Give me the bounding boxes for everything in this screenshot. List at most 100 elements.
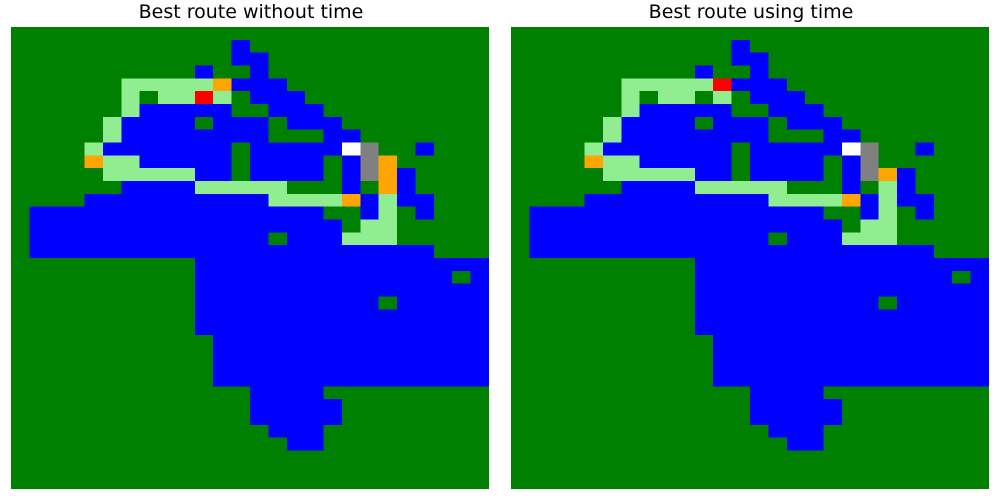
water-cell: [860, 206, 880, 221]
land-cell: [897, 463, 917, 477]
land-cell: [878, 424, 898, 439]
land-cell: [286, 463, 306, 477]
land-cell: [29, 78, 49, 92]
water-cell: [341, 296, 361, 310]
land-cell: [841, 91, 861, 105]
water-cell: [566, 245, 586, 259]
water-cell: [805, 283, 825, 298]
land-cell: [970, 104, 989, 118]
water-cell: [47, 219, 67, 233]
water-cell: [547, 219, 567, 233]
water-cell: [676, 245, 696, 259]
water-cell: [805, 142, 825, 156]
water-cell: [805, 424, 825, 439]
land-cell: [397, 412, 417, 426]
land-cell: [121, 39, 141, 54]
land-cell: [158, 437, 178, 452]
land-cell: [47, 283, 67, 298]
land-cell: [378, 116, 398, 131]
land-cell: [731, 476, 751, 489]
land-cell: [511, 116, 530, 131]
water-cell: [102, 206, 122, 221]
land-cell: [602, 296, 622, 310]
land-cell: [29, 155, 49, 169]
land-cell: [286, 27, 306, 41]
water-cell: [602, 232, 622, 246]
land-cell: [915, 168, 935, 182]
water-cell: [584, 193, 604, 208]
land-cell: [250, 437, 269, 452]
route-cell: [121, 78, 141, 92]
land-cell: [952, 386, 972, 400]
land-cell: [566, 412, 586, 426]
land-cell: [658, 373, 678, 387]
land-cell: [602, 424, 622, 439]
route-cell: [231, 181, 251, 195]
water-cell: [139, 129, 159, 144]
land-cell: [823, 104, 843, 118]
water-cell: [139, 245, 159, 259]
water-cell: [952, 296, 972, 310]
land-cell: [29, 322, 49, 336]
land-cell: [397, 78, 417, 92]
route-cell: [158, 91, 178, 105]
water-cell: [139, 155, 159, 169]
land-cell: [194, 347, 214, 362]
water-cell: [805, 437, 825, 452]
water-cell: [360, 270, 380, 285]
land-cell: [397, 129, 417, 144]
land-cell: [452, 193, 472, 208]
water-cell: [841, 181, 861, 195]
water-cell: [639, 116, 659, 131]
water-cell: [231, 347, 251, 362]
land-cell: [84, 270, 104, 285]
water-cell: [194, 155, 214, 169]
land-cell: [584, 412, 604, 426]
land-cell: [323, 155, 343, 169]
land-cell: [805, 27, 825, 41]
water-cell: [268, 360, 288, 375]
water-cell: [658, 232, 678, 246]
land-cell: [433, 91, 453, 105]
land-cell: [102, 347, 122, 362]
land-cell: [768, 27, 788, 41]
water-cell: [676, 142, 696, 156]
land-cell: [841, 437, 861, 452]
water-cell: [305, 373, 325, 387]
water-cell: [415, 347, 435, 362]
land-cell: [658, 386, 678, 400]
water-cell: [933, 347, 953, 362]
land-cell: [415, 450, 435, 464]
water-cell: [694, 104, 714, 118]
land-cell: [878, 412, 898, 426]
water-cell: [933, 335, 953, 349]
land-cell: [341, 27, 361, 41]
land-cell: [915, 437, 935, 452]
land-cell: [11, 463, 30, 477]
land-cell: [360, 52, 380, 67]
land-cell: [731, 424, 751, 439]
water-cell: [529, 245, 549, 259]
water-cell: [897, 309, 917, 323]
land-cell: [102, 39, 122, 54]
land-cell: [694, 463, 714, 477]
water-cell: [860, 283, 880, 298]
land-cell: [529, 142, 549, 156]
land-cell: [176, 258, 196, 272]
land-cell: [415, 39, 435, 54]
land-cell: [470, 142, 489, 156]
water-cell: [397, 373, 417, 387]
water-cell: [750, 296, 769, 310]
land-cell: [470, 219, 489, 233]
water-cell: [731, 232, 751, 246]
land-cell: [360, 476, 380, 489]
water-cell: [397, 245, 417, 259]
port-cell: [84, 155, 104, 169]
water-cell: [452, 283, 472, 298]
water-cell: [286, 232, 306, 246]
land-cell: [878, 78, 898, 92]
land-cell: [470, 193, 489, 208]
land-cell: [547, 104, 567, 118]
water-cell: [29, 219, 49, 233]
land-cell: [933, 232, 953, 246]
